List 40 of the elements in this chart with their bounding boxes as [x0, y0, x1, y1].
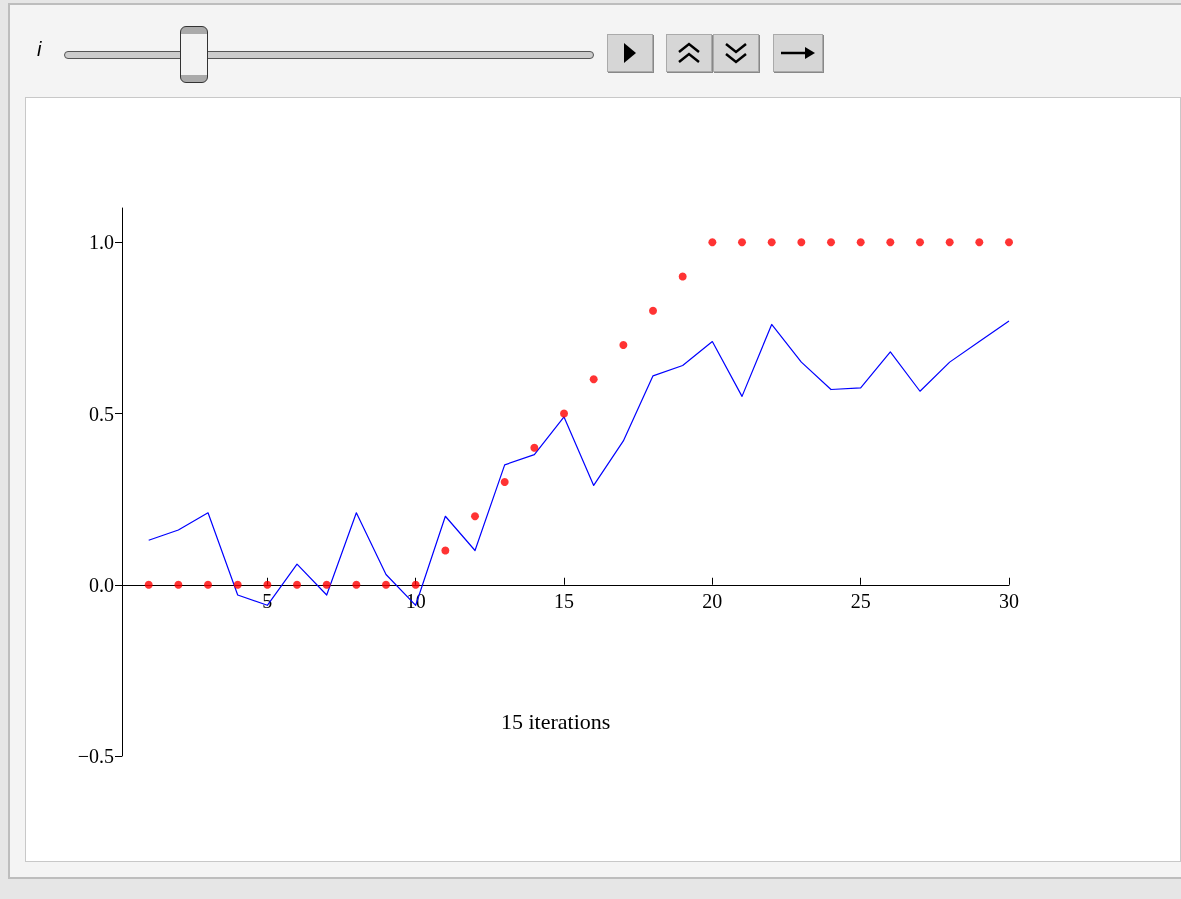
point [589, 375, 598, 384]
y-tick-label: 0.5 [89, 402, 114, 425]
text: i [37, 38, 42, 61]
point [827, 238, 836, 247]
point [797, 238, 806, 247]
point [767, 238, 776, 247]
point [263, 580, 272, 589]
point [649, 306, 658, 315]
point [441, 546, 450, 555]
point [471, 512, 480, 521]
point [916, 238, 924, 247]
x-tick-label: 15 [554, 589, 575, 612]
point [352, 580, 361, 589]
x-tick-label: 25 [850, 589, 871, 612]
y-tick-label: 1.0 [89, 231, 114, 254]
point [619, 341, 628, 349]
point [1005, 238, 1013, 247]
point [530, 443, 539, 452]
annotation: 15 iterations [501, 708, 611, 734]
point [945, 238, 954, 247]
point [204, 580, 213, 589]
point [322, 580, 331, 589]
y-tick-label: −0.5 [77, 745, 114, 767]
point [856, 238, 865, 247]
point [411, 580, 420, 589]
point [174, 580, 183, 589]
point [382, 580, 391, 589]
point [708, 238, 717, 247]
point [975, 238, 984, 247]
x-tick-label: 20 [702, 589, 723, 612]
point [886, 238, 895, 247]
point [560, 409, 569, 418]
y-tick-label: 0.0 [89, 573, 114, 596]
point [500, 478, 509, 486]
x-tick-label: 30 [999, 589, 1019, 612]
point [738, 238, 747, 247]
point [144, 580, 153, 589]
point [293, 580, 302, 589]
point [678, 272, 687, 281]
point [233, 580, 242, 589]
